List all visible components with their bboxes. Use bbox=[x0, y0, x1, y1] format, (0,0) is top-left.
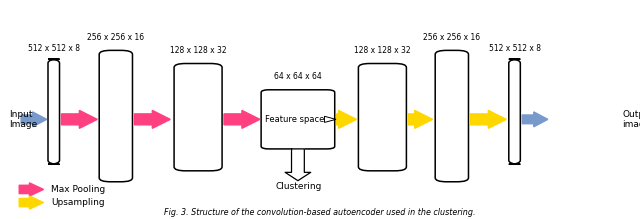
Text: 512 x 512 x 8: 512 x 512 x 8 bbox=[28, 44, 80, 53]
Text: 256 x 256 x 16: 256 x 256 x 16 bbox=[87, 33, 145, 42]
Polygon shape bbox=[19, 196, 44, 209]
Polygon shape bbox=[19, 183, 44, 196]
Polygon shape bbox=[522, 112, 548, 127]
Text: 64 x 64 x 64: 64 x 64 x 64 bbox=[275, 72, 322, 81]
Text: Max Pooling: Max Pooling bbox=[51, 185, 106, 194]
Text: Output
image: Output image bbox=[622, 110, 640, 129]
Polygon shape bbox=[285, 149, 311, 181]
Text: 128 x 128 x 32: 128 x 128 x 32 bbox=[355, 46, 411, 55]
Polygon shape bbox=[224, 110, 260, 128]
Polygon shape bbox=[470, 110, 506, 128]
Text: 512 x 512 x 8: 512 x 512 x 8 bbox=[488, 44, 541, 53]
FancyBboxPatch shape bbox=[509, 59, 520, 164]
Polygon shape bbox=[134, 110, 170, 128]
FancyBboxPatch shape bbox=[48, 59, 60, 164]
Polygon shape bbox=[61, 110, 97, 128]
Polygon shape bbox=[21, 112, 47, 127]
Text: Feature space: Feature space bbox=[266, 115, 324, 124]
Text: Input
Image: Input Image bbox=[9, 110, 37, 129]
FancyBboxPatch shape bbox=[358, 64, 406, 171]
Polygon shape bbox=[324, 116, 336, 122]
Text: Clustering: Clustering bbox=[275, 182, 321, 191]
Text: Upsampling: Upsampling bbox=[51, 198, 105, 207]
FancyBboxPatch shape bbox=[99, 50, 132, 182]
FancyBboxPatch shape bbox=[261, 90, 335, 149]
Polygon shape bbox=[337, 110, 356, 128]
Text: 128 x 128 x 32: 128 x 128 x 32 bbox=[170, 46, 227, 55]
FancyBboxPatch shape bbox=[435, 50, 468, 182]
Text: 256 x 256 x 16: 256 x 256 x 16 bbox=[423, 33, 481, 42]
Text: Fig. 3. Structure of the convolution-based autoencoder used in the clustering.: Fig. 3. Structure of the convolution-bas… bbox=[164, 208, 476, 217]
FancyBboxPatch shape bbox=[174, 64, 222, 171]
Polygon shape bbox=[408, 110, 433, 128]
